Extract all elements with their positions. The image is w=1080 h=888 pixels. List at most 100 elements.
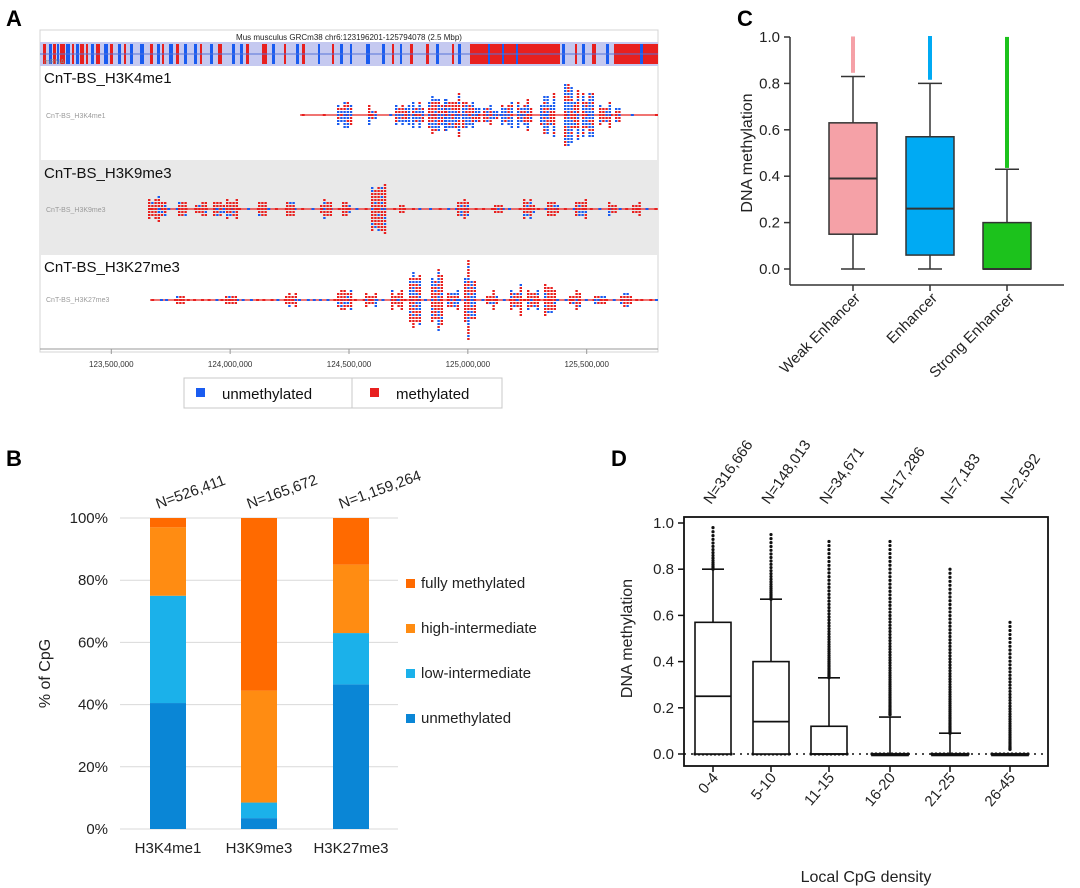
cpg-dot (421, 117, 424, 119)
outlier-point-d (888, 632, 892, 637)
cpg-dot (608, 108, 611, 110)
bar-segment-high-intermediate (241, 690, 277, 803)
outlier-point-d (948, 699, 952, 703)
cpg-dot (585, 123, 588, 125)
cpg-dot (418, 105, 421, 107)
cpg-dot (261, 205, 264, 207)
cpg-dot (519, 308, 522, 310)
cpg-dot (597, 299, 600, 301)
cpg-dot (598, 208, 602, 210)
cpg-dot (465, 105, 468, 107)
cpg-dot (232, 214, 235, 216)
cpg-dot (403, 299, 407, 301)
cpg-dot (404, 108, 407, 110)
cpg-dot (584, 214, 587, 216)
cpg-dot (473, 302, 476, 304)
cpg-dot (157, 199, 160, 201)
cpg-dot (462, 108, 465, 110)
cpg-dot (231, 299, 234, 301)
cpg-dot (536, 293, 539, 295)
cpg-dot (654, 299, 658, 301)
cpg-dot (434, 111, 437, 113)
outlier-point-d (948, 602, 952, 607)
cpg-dot (415, 284, 418, 286)
cpg-dot (181, 214, 184, 216)
cpg-dot (550, 211, 553, 213)
bar-segment-fully-methylated (333, 518, 369, 565)
cpg-dot (377, 226, 380, 228)
cpg-dot (235, 199, 238, 201)
outlier-point-d (711, 537, 715, 541)
bar-segment-unmethylated (150, 703, 186, 829)
cpg-dot (550, 293, 553, 295)
cpg-dot (520, 111, 523, 113)
cpg-dot (533, 302, 536, 304)
cpg-dot (429, 208, 433, 210)
cpg-dot (437, 320, 440, 322)
cpg-dot (576, 102, 580, 104)
cpg-dot (154, 205, 157, 207)
cpg-dot (478, 108, 481, 110)
outlier-point-d (827, 548, 831, 552)
cpg-dot (380, 211, 383, 213)
cpg-dot (544, 293, 547, 295)
cpg-dot (431, 290, 434, 292)
cpg-dot (228, 299, 231, 301)
cpg-dot (391, 308, 394, 310)
ytick-label-b: 0% (86, 821, 108, 838)
cpg-dot (213, 202, 216, 204)
cpg-dot (569, 296, 572, 298)
cpg-dot (258, 208, 261, 210)
cpg-dot (654, 114, 658, 116)
cpg-dot (495, 114, 499, 116)
cpg-dot (540, 111, 543, 113)
cpg-dot (547, 214, 550, 216)
cpg-dot (550, 311, 553, 313)
cpg-dot (572, 208, 576, 210)
outlier-point-d (948, 606, 952, 610)
outlier-point-d (1008, 644, 1012, 648)
cpg-dot (588, 129, 591, 131)
cpg-dot (497, 208, 500, 210)
cpg-dot (312, 299, 316, 301)
cpg-dot (445, 111, 448, 113)
cpg-dot (167, 208, 171, 210)
cpg-dot (536, 302, 539, 304)
cpg-dot (594, 299, 597, 301)
cpg-dot (543, 114, 546, 116)
cpg-dot (391, 302, 394, 304)
cpg-dot (193, 299, 197, 301)
cpg-dot (602, 114, 605, 116)
legend-swatch-b (406, 669, 415, 678)
cpg-dot (294, 305, 297, 307)
track-title-h3k27me3: CnT-BS_H3K27me3 (44, 259, 180, 276)
cpg-dot (629, 296, 632, 298)
cpg-dot (431, 111, 434, 113)
cpg-dot (440, 284, 443, 286)
cpg-dot (549, 123, 552, 125)
cpg-dot (421, 111, 424, 113)
cpg-dot (431, 123, 434, 125)
cpg-dot (415, 287, 418, 289)
cpg-dot (597, 296, 600, 298)
cpg-dot (470, 311, 473, 313)
cpg-dot (465, 102, 468, 104)
cpg-dot (526, 120, 529, 122)
cpg-dot (564, 123, 567, 125)
cpg-dot (374, 205, 377, 207)
cpg-dot (549, 117, 552, 119)
outlier-point-d (769, 548, 773, 552)
outlier-point-d (827, 632, 831, 636)
panel-label-c: C (737, 6, 753, 31)
cpg-dot (412, 320, 415, 322)
cpg-dot (599, 123, 602, 125)
cpg-dot (474, 108, 478, 110)
cpg-dot (431, 102, 434, 104)
cpg-dot (346, 208, 350, 210)
cpg-dot (148, 211, 151, 213)
cpg-dot (225, 296, 228, 298)
cpg-dot (599, 120, 602, 122)
cpg-dot (514, 299, 518, 301)
cpg-dot (412, 278, 415, 280)
cpg-dot (395, 105, 398, 107)
